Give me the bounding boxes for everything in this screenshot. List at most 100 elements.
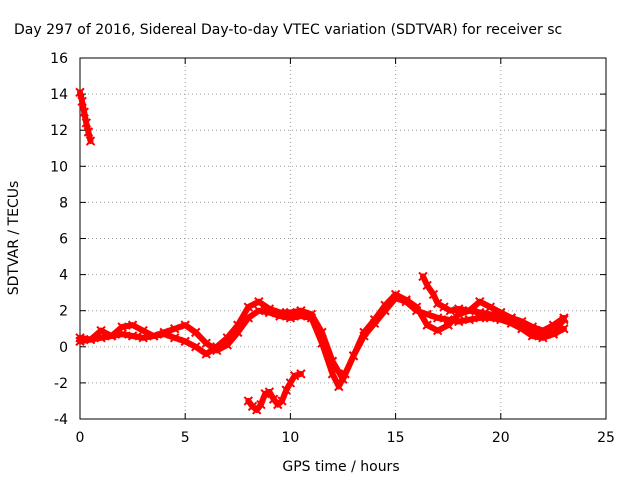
data-point [464,315,474,325]
data-point [243,302,254,312]
x-tick-label: 25 [597,430,615,446]
data-series-layer [75,87,569,415]
plot-frame [79,57,607,420]
data-point [191,342,201,352]
data-point [475,307,485,318]
data-point [254,305,264,316]
y-tick-label: 2 [59,304,68,320]
data-point [527,325,538,336]
y-tick-labels: -4 -2 0 2 4 6 8 10 12 14 16 [50,51,68,428]
data-point [180,320,190,330]
data-point [348,351,359,361]
data-point [432,325,443,336]
x-tick-labels: 0 5 10 15 20 25 [76,430,615,446]
x-tick-label: 20 [492,430,510,446]
data-point [439,302,449,312]
data-point [201,338,211,348]
data-point [138,325,148,336]
data-point [83,127,94,137]
data-point [222,333,232,343]
data-point [296,369,306,379]
data-point [432,298,443,309]
data-point [485,302,495,312]
data-point [233,320,243,330]
x-axis-title: GPS time / hours [282,459,399,475]
data-point [411,302,422,312]
data-point [256,399,266,410]
data-point [359,327,369,338]
data-point [390,289,401,300]
data-point [559,315,569,325]
data-series-3 [418,271,569,339]
data-point [77,96,87,107]
x-tick-label: 5 [181,430,190,446]
data-point [85,334,96,345]
data-point [85,136,96,146]
data-point [191,327,201,338]
data-point [275,307,285,318]
data-point [548,327,559,338]
data-point [289,370,300,381]
y-axis-title: SDTVAR / TECUs [6,181,22,296]
data-point [517,320,527,330]
y-tick-label: -2 [54,376,68,392]
data-point [96,325,106,336]
y-tick-label: 12 [50,123,68,139]
data-point [327,356,338,366]
y-tick-label: 0 [59,340,68,356]
chart-title: Day 297 of 2016, Sidereal Day-to-day VTE… [14,22,562,38]
data-point [338,374,348,384]
axis-ticks [79,57,607,420]
data-point [445,305,456,316]
data-point [285,378,296,388]
data-point [75,333,85,343]
data-point [180,336,190,347]
y-tick-label: -4 [54,412,68,428]
data-point [159,329,169,339]
data-point [401,295,411,305]
data-point [334,381,344,392]
data-point [148,331,159,341]
data-point [506,313,517,323]
data-point [306,309,317,320]
data-point [538,329,548,339]
y-tick-label: 6 [59,232,68,248]
data-series-0 [75,87,96,146]
x-tick-label: 10 [281,430,299,446]
data-point [464,305,474,316]
data-point [127,320,138,330]
data-point [296,305,306,316]
data-point [264,387,275,397]
data-point [254,296,264,307]
data-point [281,385,291,395]
data-point [380,300,390,310]
data-point [432,313,443,323]
data-point [475,296,485,307]
y-tick-label: 14 [50,87,68,103]
data-point [117,322,127,332]
data-point [106,331,117,341]
y-tick-label: 10 [50,159,68,175]
data-point [79,107,89,117]
data-point [496,307,506,318]
y-tick-label: 16 [50,51,68,67]
y-tick-label: 8 [59,195,68,211]
data-point [201,349,211,359]
data-point [81,118,92,128]
x-tick-label: 15 [387,430,405,446]
data-point [169,333,180,343]
data-point [127,331,138,341]
data-point [418,271,428,282]
data-point [169,324,180,334]
y-tick-label: 4 [59,268,68,284]
grid [80,58,606,419]
data-point [428,289,439,300]
data-series-4 [243,369,306,415]
data-point [369,315,380,325]
data-point [443,320,453,330]
data-point [212,342,222,352]
data-point [317,327,327,338]
data-point [454,304,464,314]
data-point [422,280,432,291]
